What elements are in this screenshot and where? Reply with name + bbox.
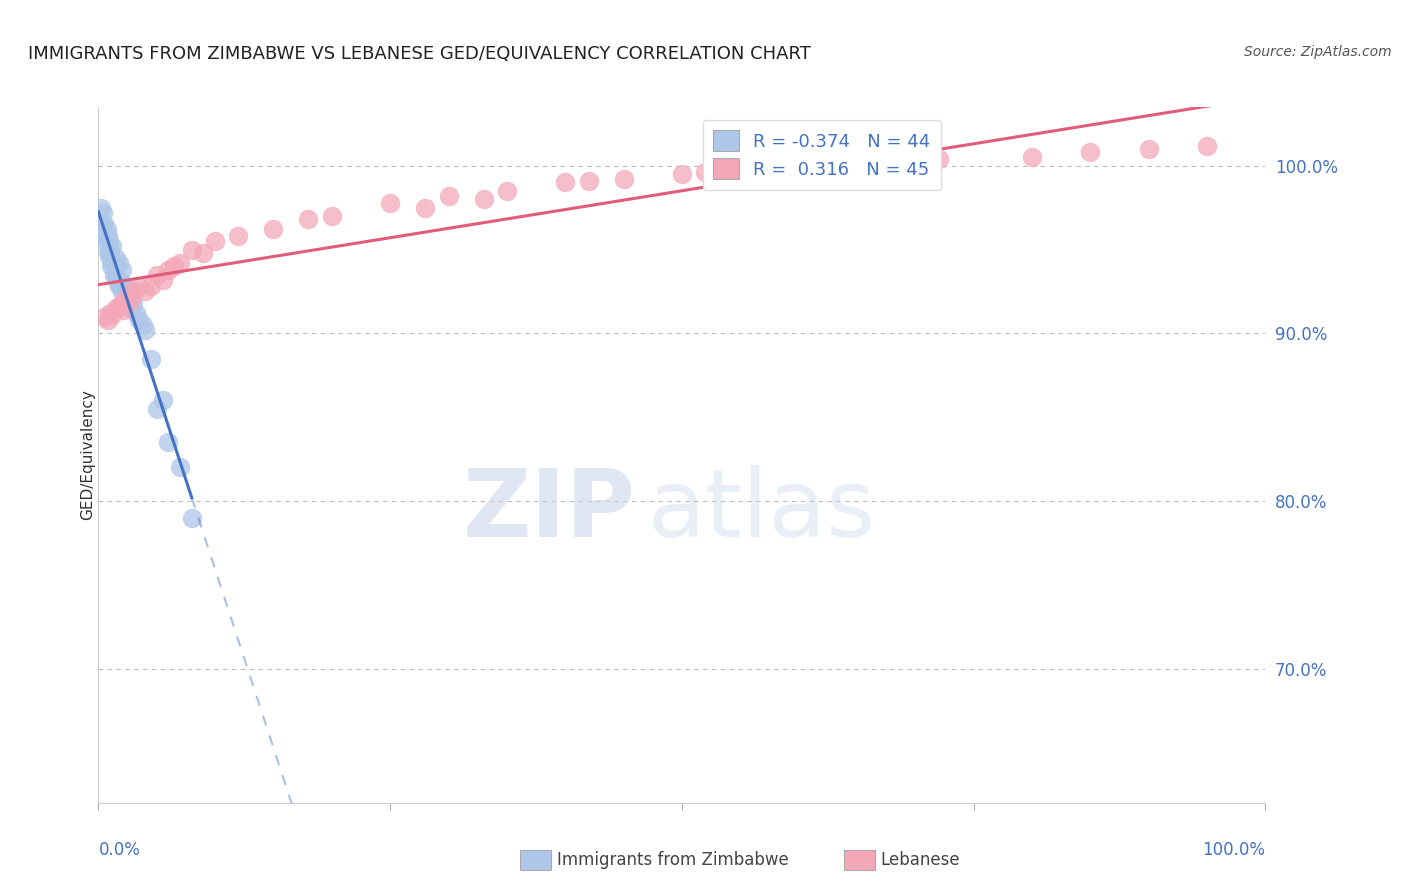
Point xyxy=(108,300,131,314)
Point xyxy=(204,234,226,248)
Point xyxy=(163,260,186,274)
Point xyxy=(554,176,576,190)
Point xyxy=(169,460,191,475)
Point xyxy=(695,165,717,179)
Point xyxy=(104,301,127,316)
Point xyxy=(125,306,148,320)
Point xyxy=(262,222,284,236)
Point xyxy=(180,510,202,524)
Point xyxy=(152,273,174,287)
Point xyxy=(98,251,121,265)
Point xyxy=(104,262,127,277)
Point xyxy=(101,239,124,253)
Point xyxy=(472,192,495,206)
Point xyxy=(193,246,215,260)
Point xyxy=(122,296,145,310)
Point xyxy=(93,229,115,244)
Point xyxy=(152,393,174,408)
Point xyxy=(180,243,202,257)
Point xyxy=(1080,145,1102,160)
Point xyxy=(90,201,112,215)
Point xyxy=(117,296,139,310)
Point xyxy=(146,268,169,282)
Point xyxy=(413,201,436,215)
Point xyxy=(146,401,169,416)
Text: ZIP: ZIP xyxy=(463,465,636,557)
Point xyxy=(104,268,127,282)
Point xyxy=(128,313,150,327)
Point xyxy=(1021,150,1043,164)
Point xyxy=(132,318,155,332)
Point xyxy=(108,256,131,270)
Point xyxy=(730,162,752,177)
Point xyxy=(100,260,122,274)
Point xyxy=(97,234,120,248)
Point xyxy=(90,226,112,240)
Text: IMMIGRANTS FROM ZIMBABWE VS LEBANESE GED/EQUIVALENCY CORRELATION CHART: IMMIGRANTS FROM ZIMBABWE VS LEBANESE GED… xyxy=(28,45,811,62)
Point xyxy=(111,296,134,310)
Point xyxy=(228,229,250,244)
Point xyxy=(117,289,139,303)
Point xyxy=(98,306,121,320)
Text: Lebanese: Lebanese xyxy=(880,851,960,869)
Point xyxy=(108,279,131,293)
Point xyxy=(437,189,460,203)
Point xyxy=(103,268,125,282)
Point xyxy=(1197,138,1219,153)
Point xyxy=(90,218,112,232)
Point xyxy=(128,279,150,293)
Legend: R = -0.374   N = 44, R =  0.316   N = 45: R = -0.374 N = 44, R = 0.316 N = 45 xyxy=(703,120,941,190)
Point xyxy=(112,302,135,317)
Text: 0.0%: 0.0% xyxy=(98,841,141,859)
Point xyxy=(97,313,120,327)
Point xyxy=(496,184,519,198)
Point xyxy=(169,256,191,270)
Point xyxy=(787,159,810,173)
Text: 100.0%: 100.0% xyxy=(1202,841,1265,859)
Point xyxy=(120,293,142,307)
Point xyxy=(104,260,127,274)
Point xyxy=(91,205,114,219)
Point xyxy=(811,157,834,171)
Point xyxy=(101,256,124,270)
Point xyxy=(111,262,134,277)
Point xyxy=(928,152,950,166)
Point xyxy=(380,195,402,210)
Point xyxy=(157,435,180,450)
Point xyxy=(101,308,124,322)
Point xyxy=(93,218,115,232)
Point xyxy=(117,285,139,299)
Point xyxy=(104,251,127,265)
Point xyxy=(111,285,134,299)
Point xyxy=(107,276,129,290)
Point xyxy=(139,279,162,293)
Point xyxy=(139,351,162,366)
Point xyxy=(97,229,120,244)
Point xyxy=(98,246,121,260)
Point xyxy=(297,212,319,227)
Point xyxy=(96,222,118,236)
Point xyxy=(93,310,115,324)
Point xyxy=(671,167,693,181)
Point xyxy=(120,301,142,316)
Point xyxy=(94,234,117,248)
Point xyxy=(321,209,343,223)
Point xyxy=(97,243,120,257)
Text: atlas: atlas xyxy=(647,465,875,557)
Point xyxy=(112,279,135,293)
Point xyxy=(134,323,156,337)
Point xyxy=(612,172,634,186)
Point xyxy=(904,155,927,169)
Y-axis label: GED/Equivalency: GED/Equivalency xyxy=(80,390,94,520)
Point xyxy=(578,174,600,188)
Point xyxy=(1137,142,1160,156)
Point xyxy=(157,262,180,277)
Point xyxy=(122,285,145,299)
Point xyxy=(97,246,120,260)
Point xyxy=(134,285,156,299)
Point xyxy=(111,276,134,290)
Text: Source: ZipAtlas.com: Source: ZipAtlas.com xyxy=(1244,45,1392,59)
Point xyxy=(105,273,128,287)
Text: Immigrants from Zimbabwe: Immigrants from Zimbabwe xyxy=(557,851,789,869)
